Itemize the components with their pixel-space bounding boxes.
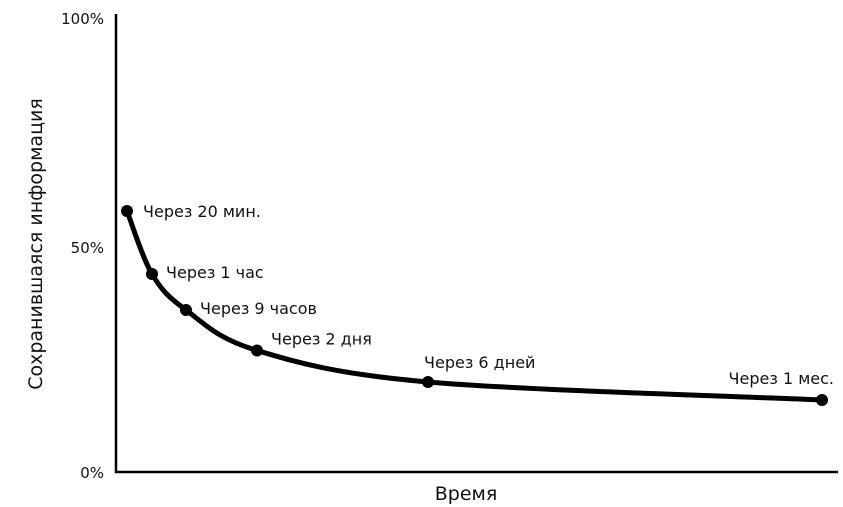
y-tick-label: 0%	[80, 464, 104, 482]
y-tick-label: 100%	[61, 10, 104, 28]
x-axis-title: Время	[435, 483, 498, 505]
data-point-label: Через 2 дня	[271, 330, 372, 349]
y-axis-title: Сохранившаяся информация	[25, 98, 47, 390]
data-point-marker	[121, 205, 133, 217]
data-point-marker	[180, 304, 192, 316]
axes	[114, 14, 838, 474]
y-tick-labels: 0% 50% 100%	[61, 10, 104, 482]
data-point-marker	[422, 376, 434, 388]
data-point-label: Через 1 час	[166, 263, 264, 282]
data-point-labels: Через 20 мин. Через 1 час Через 9 часов Чер…	[143, 202, 834, 388]
data-point-label: Через 9 часов	[200, 299, 317, 318]
data-point-label: Через 20 мин.	[143, 202, 261, 221]
data-point-label: Через 1 мес.	[729, 369, 834, 388]
y-tick-label: 50%	[71, 239, 104, 257]
data-points	[121, 205, 828, 406]
data-point-marker	[251, 344, 263, 357]
data-point-marker	[816, 394, 828, 406]
data-point-marker	[146, 268, 158, 280]
data-point-label: Через 6 дней	[424, 353, 535, 372]
